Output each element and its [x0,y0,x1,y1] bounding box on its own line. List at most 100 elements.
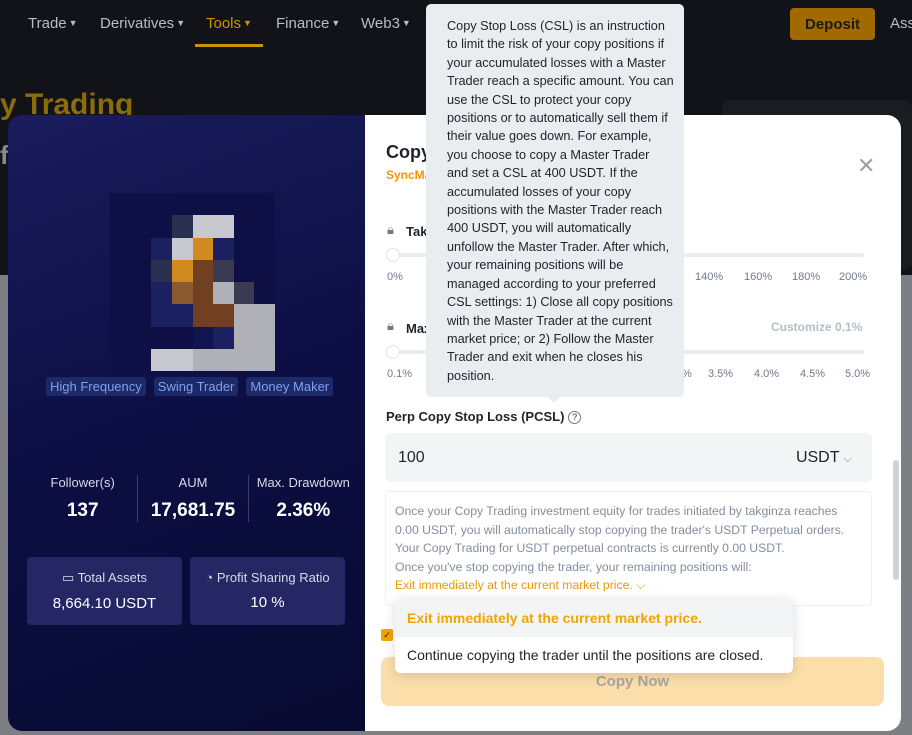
avatar-pixel [130,282,152,305]
avatar-pixel [213,259,234,282]
trader-stats: Follower(s) 137 AUM 17,681.75 Max. Drawdow… [28,475,358,522]
stat-value: 17,681.75 [150,500,236,521]
avatar-pixel [110,326,131,349]
exit-mode-select[interactable]: Exit immediately at the current market p… [395,576,862,595]
stat-label: Follower(s) [50,475,115,490]
pcsl-label-row: Perp Copy Stop Loss (PCSL)? [386,409,582,424]
lock-icon[interactable]: 🔒︎ [387,318,394,333]
unit-select[interactable]: USDT ⌵ [796,449,852,467]
caret-down-icon: ▼ [68,18,78,28]
stat-label: AUM [178,475,208,490]
avatar-pixel [233,215,255,238]
deposit-button[interactable]: Deposit [790,8,875,40]
nav-trade[interactable]: Trade ▼ [28,15,78,32]
stat-label: Max. Drawdown [256,475,350,490]
tick-label: 3.5% [708,368,734,380]
tick-label: 5.0% [845,368,871,380]
avatar-pixel [130,259,152,282]
avatar-pixel [110,348,131,371]
avatar-pixel [233,348,255,371]
avatar-pixel [213,348,234,371]
avatar-pixel [254,259,275,282]
exit-mode-dropdown: Exit immediately at the current market p… [395,599,793,673]
avatar-pixel [110,237,131,260]
agree-checkbox[interactable]: ✓ [381,629,393,641]
profit-sharing-value: 10 % [250,594,285,611]
stat-max-drawdown: Max. Drawdown 2.36% [247,475,358,522]
avatar-pixel [171,326,193,349]
dropdown-option-exit[interactable]: Exit immediately at the current market p… [395,599,793,637]
tag: Swing Trader [153,377,239,396]
avatar-pixel [254,348,275,371]
profit-sharing-box: ◔ Profit Sharing Ratio 10 % [190,557,345,625]
avatar-pixel [213,215,234,238]
tick-label: 4.5% [800,368,826,380]
nav-label: Derivatives [100,15,175,32]
avatar-pixel [130,304,152,327]
active-nav-indicator [195,44,263,47]
form-subtitle: SyncMa [386,168,432,182]
close-icon[interactable]: ✕ [857,153,876,178]
caret-down-icon: ▼ [243,18,252,28]
avatar-pixel [213,304,234,327]
profit-sharing-label: Profit Sharing Ratio [216,570,330,585]
nav-derivatives[interactable]: Derivatives ▼ [100,15,185,32]
avatar-pixel [233,259,255,282]
avatar-pixel [254,326,275,349]
nav-label: Trade [28,15,67,32]
nav-assets[interactable]: Ass [890,15,912,32]
avatar-pixel [233,193,255,216]
slider-handle[interactable] [386,345,400,359]
tick-label: 4.0% [754,368,780,380]
avatar-pixel [192,215,214,238]
slider-handle[interactable] [386,248,400,262]
avatar-pixel [254,193,275,216]
max-loss-label: Max [406,321,432,336]
tick-label: 0.1% [387,368,413,380]
chevron-down-icon: ⌵ [636,578,646,593]
avatar-pixel [151,348,172,371]
avatar-pixel [130,237,152,260]
customize-link[interactable]: Customize 0.1% [771,320,863,334]
nav-label: Finance [276,15,330,32]
take-profit-label: Tak [406,224,428,239]
scrollbar[interactable] [893,460,899,580]
nav-label: Tools [206,15,242,32]
unit-label: USDT [795,449,840,466]
avatar-pixel [130,348,152,371]
avatar-pixel [171,304,193,327]
nav-finance[interactable]: Finance ▼ [276,15,340,32]
info-line: Your Copy Trading for USDT perpetual con… [395,541,785,556]
avatar-pixel [110,259,131,282]
avatar-pixel [213,193,234,216]
tag: Money Maker [246,377,334,396]
pcsl-value[interactable]: 100 [398,449,425,466]
avatar-pixel [110,304,131,327]
info-line: Once you've stop copying the trader, you… [395,559,752,574]
wallet-icon: ▭ [61,570,75,585]
tick-label: 160% [744,271,773,283]
avatar-pixel [151,282,172,305]
avatar-pixel [151,326,172,349]
lock-icon[interactable]: 🔒︎ [387,222,394,237]
avatar-pixel [171,237,193,260]
nav-web3[interactable]: Web3 ▼ [361,15,411,32]
tick-label: % [682,368,692,380]
avatar-pixel [192,193,214,216]
total-assets-box: ▭ Total Assets 8,664.10 USDT [27,557,182,625]
avatar-pixel [192,237,214,260]
pcsl-label: Perp Copy Stop Loss (PCSL) [386,409,565,424]
avatar-pixel [130,193,152,216]
help-icon[interactable]: ? [568,411,582,424]
avatar-pixel [213,326,234,349]
avatar-pixel [171,282,193,305]
exit-mode-value: Exit immediately at the current market p… [395,578,633,593]
form-title: Copy [386,142,431,162]
stat-value: 137 [66,500,99,521]
avatar-pixel [171,215,193,238]
avatar-pixel [192,259,214,282]
dropdown-option-continue[interactable]: Continue copying the trader until the po… [407,646,764,663]
tick-label: 140% [695,271,724,283]
nav-tools[interactable]: Tools ▼ [206,15,252,32]
pcsl-input[interactable]: 100 USDT ⌵ [385,433,872,482]
